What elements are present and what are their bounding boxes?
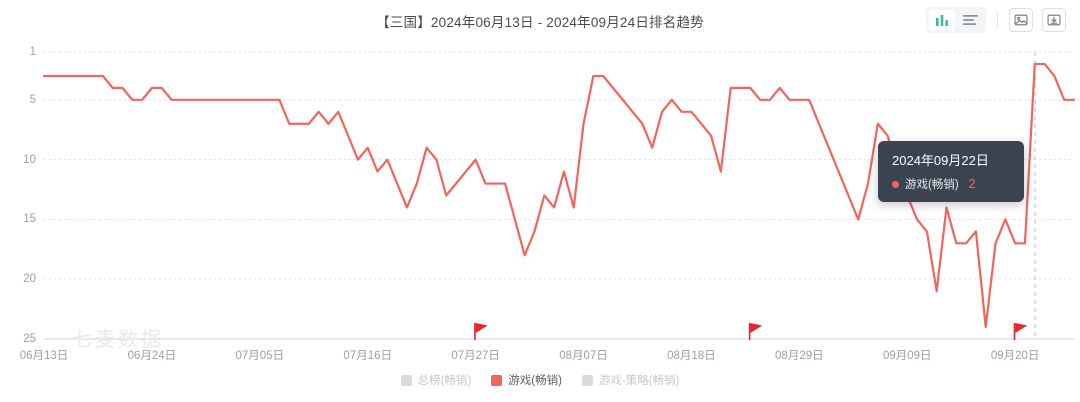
legend-item[interactable]: 游戏(畅销) bbox=[491, 372, 562, 388]
tooltip-series-row: 游戏(畅销) 2 bbox=[892, 176, 1010, 192]
toolbar-divider bbox=[997, 12, 998, 28]
tooltip-series-dot bbox=[892, 180, 899, 188]
x-axis-tick-label: 06月13日 bbox=[19, 350, 69, 362]
legend-swatch bbox=[400, 374, 412, 386]
chart-legend: 总榜(畅销) 游戏(畅销) 游戏-策略(畅销) bbox=[0, 372, 1080, 388]
view-mode-toggle[interactable] bbox=[926, 7, 986, 33]
image-icon bbox=[1014, 14, 1028, 26]
rank-line-plot bbox=[42, 51, 1076, 340]
tooltip-series-value: 2 bbox=[968, 177, 976, 191]
y-axis-tick-label: 5 bbox=[29, 93, 36, 106]
chart-toolbar bbox=[926, 7, 1066, 33]
y-axis-tick-label: 10 bbox=[23, 153, 36, 166]
legend-item[interactable]: 总榜(畅销) bbox=[400, 372, 472, 388]
x-axis-tick-label: 08月07日 bbox=[559, 350, 608, 362]
chart-header: 【三国】2024年06月13日 - 2024年09月24日排名趋势 bbox=[0, 0, 1080, 40]
x-axis: 06月13日 06月24日 07月05日 07月16日 07月27日 08月07日 08月1… bbox=[0, 339, 1080, 365]
x-axis-tick-label: 06月24日 bbox=[127, 350, 177, 362]
legend-swatch bbox=[581, 374, 593, 386]
page-title: 【三国】2024年06月13日 - 2024年09月24日排名趋势 bbox=[376, 15, 704, 30]
download-button[interactable] bbox=[1042, 8, 1066, 32]
y-axis-tick-label: 1 bbox=[29, 46, 36, 58]
chart-plot-area[interactable]: 1 5 10 15 20 25 06月13日 06月24日 07月05日 07月16日 07月27… bbox=[0, 40, 1080, 365]
x-axis-tick-label: 08月29日 bbox=[775, 350, 824, 362]
x-axis-tick-label: 07月16日 bbox=[343, 350, 392, 362]
tooltip-series-name: 游戏(畅销) bbox=[905, 179, 959, 191]
x-axis-tick-label: 08月18日 bbox=[667, 350, 716, 362]
legend-item-label: 游戏-策略(畅销) bbox=[598, 375, 680, 387]
x-axis-tick-label: 07月05日 bbox=[235, 350, 285, 362]
list-icon bbox=[962, 15, 978, 25]
y-axis-tick-label: 15 bbox=[23, 213, 36, 226]
legend-item-label: 游戏(畅销) bbox=[508, 375, 562, 387]
event-flag-marker[interactable] bbox=[1013, 323, 1028, 340]
legend-swatch bbox=[491, 374, 503, 386]
y-axis-tick-label: 25 bbox=[23, 333, 36, 345]
tooltip-date: 2024年09月22日 bbox=[892, 153, 989, 168]
chart-view-button[interactable] bbox=[929, 10, 955, 30]
legend-item-label: 总榜(畅销) bbox=[417, 375, 472, 387]
chart-tooltip: 2024年09月22日 游戏(畅销) 2 bbox=[878, 141, 1024, 202]
list-view-button[interactable] bbox=[957, 10, 983, 30]
x-axis-tick-label: 07月27日 bbox=[451, 350, 500, 362]
x-axis-tick-label: 09月20日 bbox=[990, 350, 1040, 362]
event-flag-marker[interactable] bbox=[748, 323, 763, 340]
event-flag-marker[interactable] bbox=[474, 323, 488, 340]
download-icon bbox=[1047, 14, 1061, 26]
y-axis-tick-label: 20 bbox=[23, 273, 36, 286]
x-axis-tick-label: 09月09日 bbox=[882, 350, 932, 362]
image-export-button[interactable] bbox=[1009, 8, 1033, 32]
bar-chart-icon bbox=[936, 14, 948, 26]
y-axis: 1 5 10 15 20 25 bbox=[0, 40, 44, 365]
legend-item[interactable]: 游戏-策略(畅销) bbox=[581, 372, 680, 388]
